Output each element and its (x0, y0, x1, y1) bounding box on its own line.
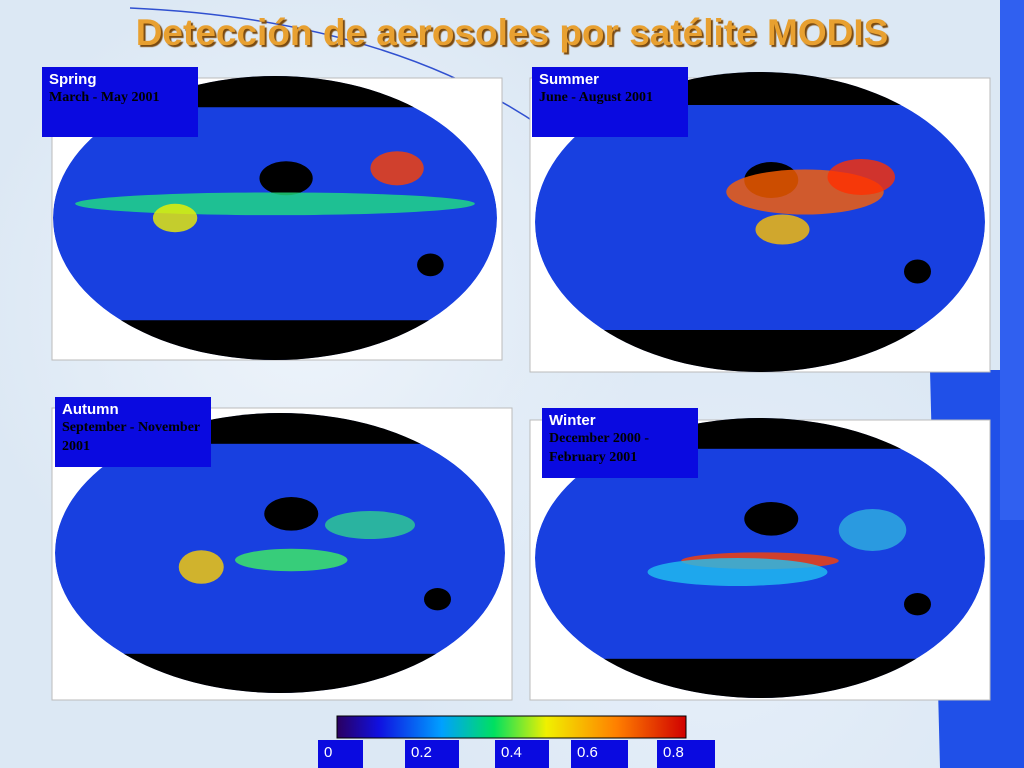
panel-period: March - May 2001 (49, 90, 160, 105)
slide-title: Detección de aerosoles por satélite MODI… (135, 12, 889, 53)
australia (904, 593, 931, 616)
aerosol (75, 192, 475, 216)
aerosol (178, 550, 224, 584)
panel-season: Winter (549, 412, 596, 429)
panel-season: Spring (49, 71, 97, 88)
aerosol (235, 548, 348, 572)
colorbar (336, 715, 687, 739)
panel-season: Autumn (62, 401, 119, 418)
ocean (53, 76, 497, 360)
panel-label: Autumn September - November 2001 (55, 397, 211, 467)
aerosol (370, 151, 424, 186)
colorbar-tick: 0.4 (495, 740, 549, 768)
panel-period: September - November 2001 (62, 420, 200, 454)
aerosol (838, 509, 907, 551)
sahara (259, 161, 313, 196)
australia (424, 588, 451, 611)
decor-shape (1000, 0, 1024, 520)
panel-season: Summer (539, 71, 600, 88)
colorbar-tick: 0.6 (571, 740, 628, 768)
panel-period: December 2000 - February 2001 (549, 431, 650, 465)
aerosol (755, 214, 810, 245)
panel-period: June - August 2001 (539, 90, 653, 105)
panel-label: Spring March - May 2001 (42, 67, 198, 137)
australia (417, 253, 444, 277)
colorbar-tick: 0.8 (657, 740, 715, 768)
aerosol (647, 558, 828, 586)
australia (904, 259, 931, 284)
colorbar-tick: 0.2 (405, 740, 459, 768)
colorbar-tick: 0 (318, 740, 363, 768)
aerosol (827, 159, 895, 195)
sahara (744, 502, 799, 536)
panel-label: Summer June - August 2001 (532, 67, 688, 137)
decor-line (129, 7, 561, 141)
aerosol (152, 203, 198, 233)
panel-label: Winter December 2000 - February 2001 (542, 408, 698, 478)
aerosol (325, 511, 415, 539)
sahara (264, 497, 319, 531)
